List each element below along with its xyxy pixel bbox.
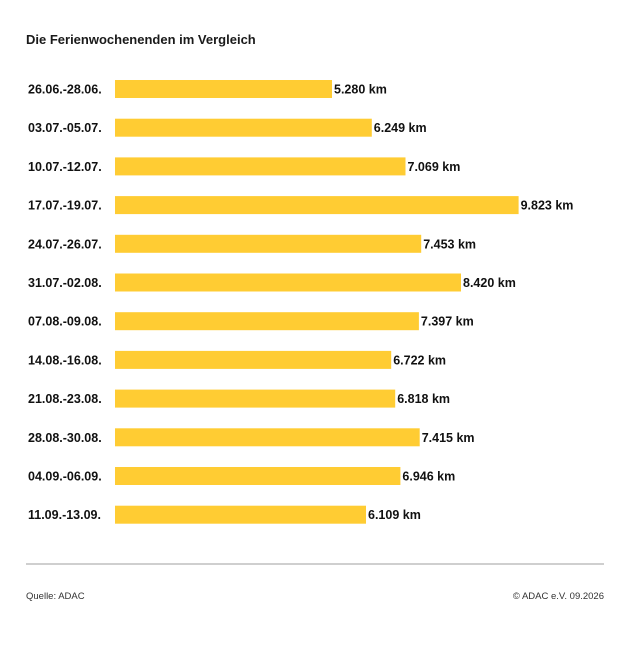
bar [115, 312, 419, 331]
value-label: 6.818 km [397, 392, 450, 406]
bar [115, 118, 372, 137]
value-label: 6.249 km [374, 121, 427, 135]
bar [115, 350, 392, 369]
copyright-note: © ADAC e.V. 09.2026 [512, 591, 604, 602]
category-label: 26.06.-28.06. [28, 83, 102, 97]
chart-title: Die Ferienwochenenden im Vergleich [26, 32, 256, 47]
category-label: 24.07.-26.07. [28, 237, 102, 251]
bar [115, 273, 461, 292]
category-label: 07.08.-09.08. [28, 315, 102, 329]
category-label: 04.09.-06.09. [28, 470, 102, 484]
value-label: 6.109 km [368, 508, 421, 522]
category-label: 21.08.-23.08. [28, 392, 102, 406]
value-label: 7.397 km [421, 315, 474, 329]
category-label: 11.09.-13.09. [28, 508, 101, 522]
category-label: 14.08.-16.08. [28, 353, 102, 367]
footer-divider [26, 563, 604, 565]
bar [115, 80, 332, 98]
category-label: 03.07.-05.07. [28, 121, 102, 135]
category-label: 10.07.-12.07. [28, 160, 102, 174]
bar [115, 467, 401, 485]
value-label: 8.420 km [463, 276, 516, 290]
bar [115, 428, 420, 447]
value-label: 6.946 km [402, 470, 455, 484]
value-label: 6.722 km [393, 353, 446, 367]
value-label: 7.069 km [408, 160, 461, 174]
bar [115, 157, 406, 176]
category-label: 28.08.-30.08. [28, 431, 102, 445]
bar [115, 505, 366, 524]
source-note: Quelle: ADAC [26, 591, 85, 602]
value-label: 7.415 km [422, 431, 475, 445]
value-label: 9.823 km [521, 199, 574, 213]
value-label: 5.280 km [334, 83, 387, 97]
bar [115, 196, 519, 215]
value-label: 7.453 km [423, 237, 476, 251]
bar [115, 389, 396, 408]
bar [115, 234, 422, 253]
category-label: 17.07.-19.07. [28, 199, 102, 213]
category-label: 31.07.-02.08. [28, 276, 102, 290]
bar-chart: 26.06.-28.06. 5.280 km 03.07.-05.07. 6.249 … [28, 80, 574, 524]
